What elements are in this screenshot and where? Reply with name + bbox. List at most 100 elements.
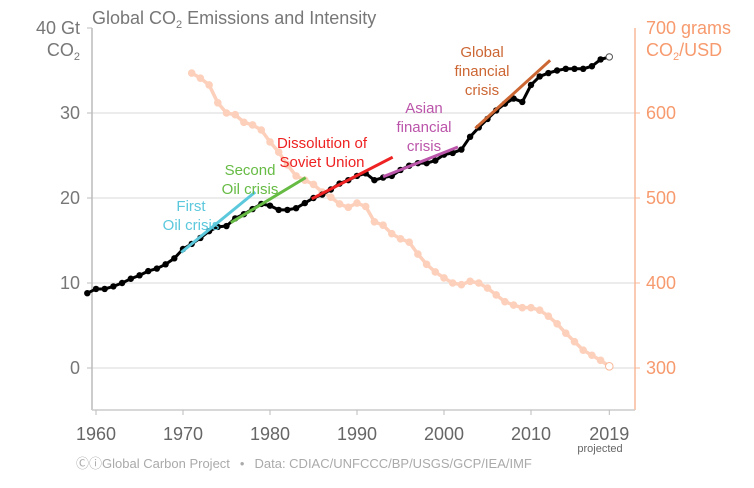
x-tick-label: 1980 bbox=[250, 424, 290, 444]
intensity-point bbox=[344, 203, 353, 212]
intensity-point bbox=[588, 351, 596, 360]
trend-annotation: Global bbox=[460, 44, 503, 61]
projected-label: projected bbox=[577, 443, 622, 455]
trend-line bbox=[382, 145, 459, 179]
trend-line bbox=[311, 155, 394, 201]
trend-annotation: financial bbox=[396, 119, 451, 136]
emissions-line bbox=[86, 55, 610, 295]
trend-annotation: Asian bbox=[405, 100, 443, 117]
emissions-point bbox=[597, 56, 604, 63]
intensity-point bbox=[335, 200, 344, 208]
right-axis-label: 700 grams bbox=[646, 18, 731, 38]
emissions-point bbox=[284, 206, 291, 214]
intensity-point bbox=[214, 99, 222, 107]
trend-annotation: First bbox=[176, 198, 206, 215]
emissions-point bbox=[571, 65, 578, 73]
intensity-point bbox=[405, 238, 414, 246]
emissions-point bbox=[84, 290, 91, 297]
intensity-point bbox=[605, 362, 614, 371]
intensity-point bbox=[257, 126, 266, 134]
left-axis-label: 40 Gt bbox=[36, 18, 80, 38]
emissions-point bbox=[127, 275, 134, 282]
trend-annotation: financial bbox=[454, 63, 509, 80]
trend-line bbox=[180, 190, 257, 254]
emissions-point bbox=[118, 279, 126, 287]
right-tick-label: 400 bbox=[646, 273, 676, 293]
left-axis-unit: CO2 bbox=[47, 40, 80, 63]
intensity-point bbox=[535, 306, 544, 315]
intensity-point bbox=[274, 148, 283, 156]
emissions-point bbox=[110, 283, 117, 290]
gridlines bbox=[92, 112, 635, 369]
footer: ⒸⓘGlobal Carbon Project • Data: CDIAC/UNFC… bbox=[76, 456, 532, 471]
emissions-point bbox=[371, 176, 378, 184]
intensity-point bbox=[501, 297, 509, 306]
right-tick-label: 600 bbox=[646, 103, 676, 123]
emissions-point bbox=[536, 73, 543, 80]
x-tick-label: 2000 bbox=[424, 424, 464, 444]
intensity-point bbox=[431, 268, 440, 276]
intensity-point bbox=[527, 303, 535, 312]
intensity-point bbox=[483, 284, 492, 292]
trend-annotation: crisis bbox=[407, 138, 441, 155]
trend-lines: First Oil crisis Second Oil crisis Dissoluti… bbox=[163, 44, 552, 254]
trend-annotation: Soviet Union bbox=[279, 154, 364, 171]
intensity-point bbox=[596, 356, 605, 365]
intensity-point bbox=[353, 199, 361, 207]
intensity-point bbox=[292, 172, 300, 180]
intensity-point bbox=[448, 279, 457, 287]
x-tick-label: 1970 bbox=[163, 424, 203, 444]
intensity-point bbox=[283, 161, 292, 169]
left-tick-label: 30 bbox=[60, 103, 80, 123]
left-tick-label: 0 bbox=[70, 358, 80, 378]
intensity-point bbox=[544, 312, 553, 320]
intensity-point bbox=[562, 329, 570, 337]
intensity-point bbox=[440, 274, 448, 282]
emissions-point bbox=[545, 69, 552, 77]
emissions-point bbox=[605, 53, 613, 61]
cc-logo: Ⓒⓘ bbox=[76, 456, 102, 471]
intensity-point bbox=[379, 221, 387, 229]
trend-annotation: Oil crisis bbox=[222, 181, 279, 198]
emissions-point bbox=[519, 98, 526, 106]
emissions-point bbox=[145, 267, 152, 275]
emissions-point bbox=[466, 133, 474, 140]
trend-line bbox=[474, 59, 552, 130]
intensity-point bbox=[361, 202, 370, 211]
axis-ticks: 0 10 20 30 300 400 500 600 1960 1970 1980 1990 2000 2… bbox=[60, 27, 676, 444]
right-tick-label: 500 bbox=[646, 188, 676, 208]
footer-data-credit: Data: CDIAC/UNFCCC/BP/USGS/GCP/IEA/IMF bbox=[254, 456, 531, 471]
emissions-point bbox=[275, 206, 282, 214]
x-tick-label: 2010 bbox=[511, 424, 551, 444]
trend-annotation: crisis bbox=[465, 82, 499, 99]
x-tick-label: 1990 bbox=[337, 424, 377, 444]
intensity-point bbox=[266, 138, 274, 146]
intensity-point bbox=[309, 180, 318, 189]
footer-separator: • bbox=[240, 456, 245, 471]
footer-source: Global Carbon Project bbox=[102, 456, 230, 471]
intensity-point bbox=[231, 110, 239, 119]
intensity-point bbox=[248, 121, 257, 129]
emissions-point bbox=[101, 285, 108, 293]
intensity-point bbox=[570, 337, 579, 346]
emissions-point bbox=[562, 65, 569, 73]
trend-annotation: Second bbox=[225, 162, 276, 179]
emissions-point bbox=[580, 65, 587, 73]
intensity-series bbox=[187, 69, 614, 371]
emissions-point bbox=[223, 222, 230, 230]
emissions-point bbox=[266, 202, 274, 209]
left-tick-label: 10 bbox=[60, 273, 80, 293]
intensity-point bbox=[518, 303, 527, 312]
left-tick-label: 20 bbox=[60, 188, 80, 208]
intensity-point bbox=[492, 291, 501, 299]
intensity-point bbox=[553, 320, 561, 328]
trend-annotation: Dissolution of bbox=[277, 135, 368, 152]
intensity-point bbox=[222, 109, 231, 117]
intensity-point bbox=[240, 118, 248, 127]
intensity-point bbox=[388, 229, 396, 238]
intensity-line bbox=[190, 71, 611, 368]
emissions-point bbox=[527, 81, 535, 89]
intensity-point bbox=[414, 250, 422, 258]
emissions-point bbox=[292, 205, 300, 212]
intensity-point bbox=[205, 81, 213, 89]
